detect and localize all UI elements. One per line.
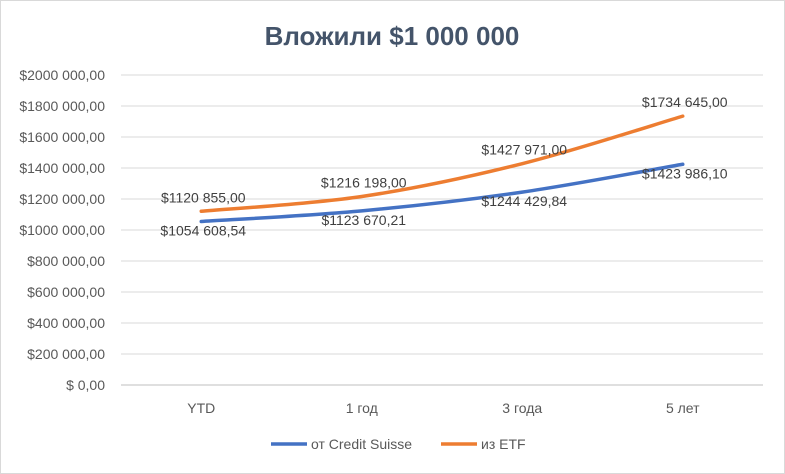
x-tick-label: YTD xyxy=(187,400,215,416)
y-tick-label: $1000 000,00 xyxy=(19,222,105,238)
chart-title: Вложили $1 000 000 xyxy=(265,21,520,51)
legend-label: от Credit Suisse xyxy=(311,436,412,452)
x-tick-label: 1 год xyxy=(346,400,378,416)
y-axis-ticks: $ 0,00 $200 000,00 $400 000,00 $600 000,00 $… xyxy=(19,67,105,393)
legend-label: из ETF xyxy=(481,436,526,452)
series-lines xyxy=(199,114,685,224)
y-tick-label: $1200 000,00 xyxy=(19,191,105,207)
data-label: $1054 608,54 xyxy=(160,223,246,239)
data-label: $1734 645,00 xyxy=(642,94,728,110)
x-axis-ticks: YTD 1 год 3 года 5 лет xyxy=(187,400,700,416)
y-tick-label: $400 000,00 xyxy=(27,315,105,331)
y-tick-label: $800 000,00 xyxy=(27,253,105,269)
data-labels: $1054 608,54 $1123 670,21 $1244 429,84 $142… xyxy=(160,94,727,238)
series-line-etf xyxy=(199,114,685,214)
data-label: $1216 198,00 xyxy=(321,174,407,190)
y-tick-label: $1600 000,00 xyxy=(19,129,105,145)
data-label: $1427 971,00 xyxy=(481,142,567,158)
gridlines xyxy=(121,74,763,386)
x-tick-label: 3 года xyxy=(502,400,542,416)
x-tick-label: 5 лет xyxy=(666,400,700,416)
y-tick-label: $200 000,00 xyxy=(27,346,105,362)
y-tick-label: $ 0,00 xyxy=(66,377,105,393)
data-label: $1244 429,84 xyxy=(481,193,567,209)
series-line-credit-suisse xyxy=(199,162,685,224)
data-label: $1423 986,10 xyxy=(642,165,728,181)
y-tick-label: $600 000,00 xyxy=(27,284,105,300)
y-tick-label: $1400 000,00 xyxy=(19,160,105,176)
y-tick-label: $2000 000,00 xyxy=(19,67,105,83)
y-tick-label: $1800 000,00 xyxy=(19,98,105,114)
data-label: $1123 670,21 xyxy=(321,212,406,228)
data-label: $1120 855,00 xyxy=(161,189,246,205)
legend: от Credit Suisse из ETF xyxy=(271,436,526,452)
